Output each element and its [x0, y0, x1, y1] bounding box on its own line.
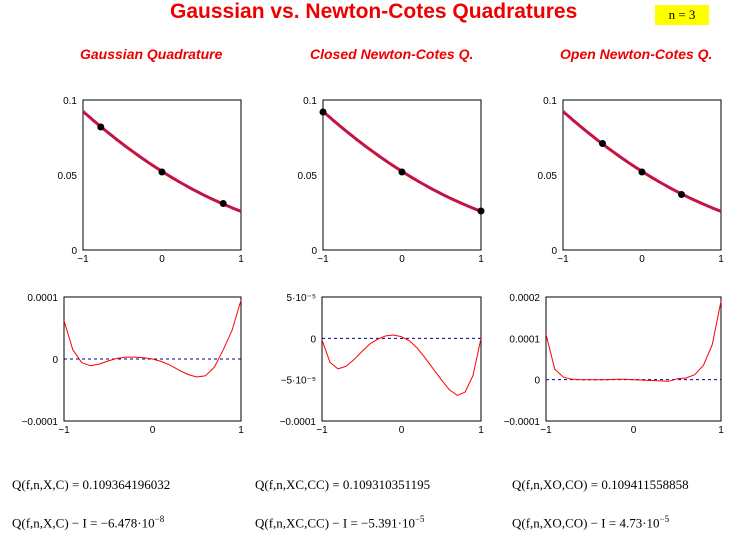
y-tick-label: 0.1 — [63, 96, 77, 107]
closed-error-result: Q(f,n,XC,CC) − I = −5.391·10−5 — [255, 514, 425, 531]
function-curve-red — [82, 110, 242, 213]
y-tick-label: −0.0001 — [280, 417, 317, 428]
function-curve-blue — [322, 110, 482, 212]
x-tick-label: 0 — [150, 425, 156, 436]
gaussian-error-svg: −1 0 1 −0.0001 0 0.0001 — [22, 293, 245, 436]
plot-frame — [322, 99, 482, 251]
open-err-expr: Q(f,n,XO,CO) − I — [512, 515, 606, 531]
x-tick-label: −1 — [58, 425, 70, 436]
gaussian-function-svg: −1 0 100.050.1 — [58, 96, 245, 265]
x-tick-label: 0 — [631, 425, 637, 436]
x-tick-label: 0 — [399, 425, 405, 436]
open-err-exponent: −5 — [659, 514, 670, 524]
plot-frame — [321, 296, 482, 422]
closed-result: Q(f,n,XC,CC) = 0.109310351195 — [255, 477, 431, 492]
column-heading-gaussian: Gaussian Quadrature — [80, 46, 223, 62]
y-tick-label: 0.05 — [538, 171, 558, 182]
x-tick-label: −1 — [316, 425, 328, 436]
function-curve-red — [322, 110, 482, 213]
open-function-svg: −1 0 100.050.1 — [538, 96, 725, 265]
y-tick-label: −5·10⁻⁵ — [281, 376, 316, 387]
open-err-mantissa: 4.73·10 — [619, 515, 660, 531]
closed-error-plot[interactable]: −1 0 1 −0.0001 −5·10⁻⁵ 0 5·10⁻⁵ — [260, 286, 485, 441]
open-q-value: 0.109411558858 — [601, 477, 689, 492]
open-q-expr: Q(f,n,XO,CO) — [512, 477, 588, 492]
gaussian-error-plot[interactable]: −1 0 1 −0.0001 0 0.0001 — [0, 286, 250, 441]
plot-frame — [82, 99, 242, 251]
gaussian-error-result: Q(f,n,X,C) − I = −6.478·10−8 — [12, 514, 165, 531]
closed-function-plot[interactable]: −1 0 1 0 0.05 0.1 — [270, 90, 485, 265]
y-tick-label: −0.0001 — [22, 417, 59, 428]
quadrature-node — [599, 140, 606, 147]
y-tick-label: 0.0002 — [509, 293, 540, 304]
x-tick-label: 0 — [639, 254, 645, 265]
plot-frame — [545, 296, 722, 422]
y-tick-label: 0 — [52, 355, 58, 366]
quadrature-node — [158, 168, 166, 176]
y-tick-label: 0 — [310, 334, 316, 345]
n-value-badge[interactable]: n = 3 — [655, 5, 709, 25]
closed-err-mantissa: −5.391·10 — [361, 515, 415, 531]
closed-q-value: 0.109310351195 — [342, 477, 431, 492]
gaussian-result: Q(f,n,X,C) = 0.109364196032 — [12, 477, 171, 492]
quadrature-node — [477, 207, 485, 215]
gaussian-q-value: 0.109364196032 — [82, 477, 171, 492]
y-tick-label: 0 — [551, 246, 557, 257]
y-tick-label: 0.1 — [543, 96, 557, 107]
closed-err-exponent: −5 — [414, 514, 425, 524]
x-tick-label: 0 — [399, 254, 405, 265]
function-curve-red — [562, 110, 722, 213]
error-curve — [321, 334, 482, 396]
x-tick-label: 1 — [478, 425, 484, 436]
column-heading-closed: Closed Newton-Cotes Q. — [310, 46, 474, 62]
closed-q-expr: Q(f,n,XC,CC) — [255, 477, 330, 492]
x-tick-label: 1 — [718, 254, 724, 265]
closed-function-svg: −1 0 100.050.1 — [298, 96, 485, 265]
open-error-svg: −1 0 1 −0.0001 0 0.0001 0.0002 — [504, 293, 725, 436]
x-tick-label: 1 — [478, 254, 484, 265]
quadrature-node — [97, 123, 105, 131]
x-tick-label: −1 — [317, 254, 329, 265]
y-tick-label: 0 — [311, 246, 317, 257]
y-tick-label: −0.0001 — [504, 417, 541, 428]
quadrature-node — [678, 191, 685, 198]
gaussian-err-expr: Q(f,n,X,C) − I — [12, 515, 87, 531]
function-curve-blue — [82, 110, 242, 212]
y-tick-label: 5·10⁻⁵ — [287, 293, 316, 304]
gaussian-q-expr: Q(f,n,X,C) — [12, 477, 69, 492]
y-tick-label: 0.05 — [298, 171, 318, 182]
x-tick-label: 0 — [159, 254, 165, 265]
x-tick-label: −1 — [557, 254, 569, 265]
x-tick-label: 1 — [238, 425, 244, 436]
quadrature-node — [398, 168, 406, 176]
gaussian-function-plot[interactable]: −1 0 1 0 0.05 0.1 — [30, 90, 245, 265]
gaussian-err-exponent: −8 — [154, 514, 165, 524]
function-curve-blue — [562, 110, 722, 212]
y-tick-label: 0 — [534, 376, 540, 387]
gaussian-err-mantissa: −6.478·10 — [100, 515, 155, 531]
closed-error-svg: −1 0 1 −0.0001 −5·10⁻⁵ 0 5·10⁻⁵ — [280, 293, 485, 436]
y-tick-label: 0.1 — [303, 96, 317, 107]
y-tick-label: 0 — [71, 246, 77, 257]
plot-frame — [562, 99, 722, 251]
column-heading-open: Open Newton-Cotes Q. — [560, 46, 713, 62]
open-error-plot[interactable]: −1 0 1 −0.0001 0 0.0001 0.0002 — [500, 286, 730, 441]
y-tick-label: 0.05 — [58, 171, 78, 182]
page-title: Gaussian vs. Newton-Cotes Quadratures — [170, 0, 578, 23]
x-tick-label: 1 — [718, 425, 724, 436]
x-tick-label: −1 — [77, 254, 89, 265]
error-curve — [545, 301, 722, 382]
x-tick-label: 1 — [238, 254, 244, 265]
open-result: Q(f,n,XO,CO) = 0.109411558858 — [512, 477, 689, 492]
quadrature-node — [638, 168, 646, 176]
open-error-result: Q(f,n,XO,CO) − I = 4.73·10−5 — [512, 514, 670, 531]
y-tick-label: 0.0001 — [509, 334, 540, 345]
y-tick-label: 0.0001 — [27, 293, 58, 304]
quadrature-node — [319, 108, 327, 116]
quadrature-node — [219, 200, 227, 207]
open-function-plot[interactable]: −1 0 1 0 0.05 0.1 — [510, 90, 725, 265]
closed-err-expr: Q(f,n,XC,CC) − I — [255, 515, 348, 531]
error-curve — [63, 299, 242, 378]
x-tick-label: −1 — [540, 425, 552, 436]
